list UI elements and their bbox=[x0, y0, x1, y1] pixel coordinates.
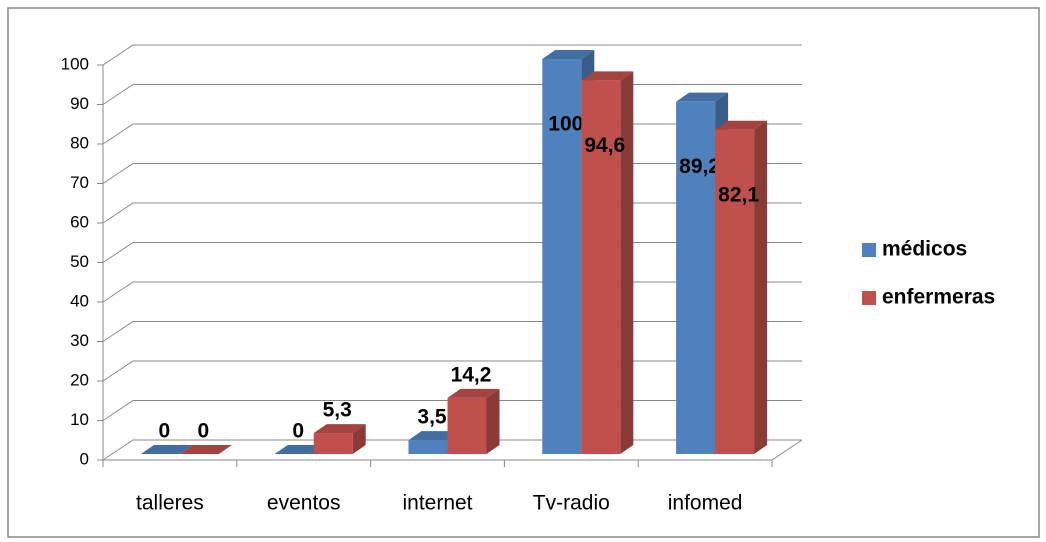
chart-border bbox=[7, 7, 1040, 538]
bar bbox=[581, 80, 621, 454]
y-tick-label: 100 bbox=[61, 54, 89, 73]
legend-swatch bbox=[862, 291, 876, 305]
y-tick-label: 40 bbox=[70, 291, 89, 310]
y-tick-label: 60 bbox=[70, 212, 89, 231]
y-tick-label: 70 bbox=[70, 173, 89, 192]
value-label: 3,5 bbox=[417, 406, 447, 429]
value-label: 0 bbox=[292, 420, 304, 443]
y-tick-label: 90 bbox=[70, 94, 89, 113]
bar-top bbox=[542, 50, 595, 59]
bar bbox=[715, 129, 755, 454]
bar bbox=[542, 59, 582, 454]
bar-top bbox=[581, 71, 634, 81]
bar-top bbox=[313, 424, 366, 434]
x-tick-label: Tv-radio bbox=[533, 492, 610, 515]
bar-side bbox=[754, 120, 768, 454]
bar-side bbox=[620, 71, 634, 454]
bar-top bbox=[447, 388, 500, 398]
value-label: 94,6 bbox=[584, 134, 625, 157]
value-label: 100 bbox=[548, 113, 583, 136]
value-label: 0 bbox=[198, 420, 210, 443]
x-tick-label: internet bbox=[402, 492, 472, 515]
bar-top bbox=[715, 120, 768, 130]
value-label: 82,1 bbox=[718, 183, 759, 206]
y-tick-label: 80 bbox=[70, 133, 89, 152]
bar-top bbox=[140, 445, 193, 454]
y-tick-label: 10 bbox=[70, 410, 89, 429]
x-tick-label: eventos bbox=[267, 492, 341, 515]
value-label: 89,2 bbox=[679, 155, 720, 178]
y-tick-label: 30 bbox=[70, 331, 89, 350]
bar-top bbox=[676, 92, 729, 102]
legend-swatch bbox=[862, 243, 876, 257]
value-label: 0 bbox=[159, 420, 171, 443]
x-tick-label: infomed bbox=[668, 492, 743, 515]
bar bbox=[408, 440, 448, 454]
x-tick-label: talleres bbox=[136, 492, 204, 515]
bar-top bbox=[179, 445, 232, 454]
bar-side bbox=[486, 388, 500, 454]
bar bbox=[313, 433, 353, 454]
grid-line bbox=[102, 44, 802, 66]
legend-label: enfermeras bbox=[882, 286, 995, 309]
bar bbox=[676, 101, 716, 454]
value-label: 14,2 bbox=[451, 363, 492, 386]
y-tick-label: 0 bbox=[80, 449, 89, 468]
legend-label: médicos bbox=[882, 238, 967, 261]
bar bbox=[447, 397, 487, 454]
y-tick-label: 20 bbox=[70, 370, 89, 389]
bar-side bbox=[352, 424, 366, 454]
value-label: 5,3 bbox=[323, 399, 352, 422]
y-tick-label: 50 bbox=[70, 252, 89, 271]
